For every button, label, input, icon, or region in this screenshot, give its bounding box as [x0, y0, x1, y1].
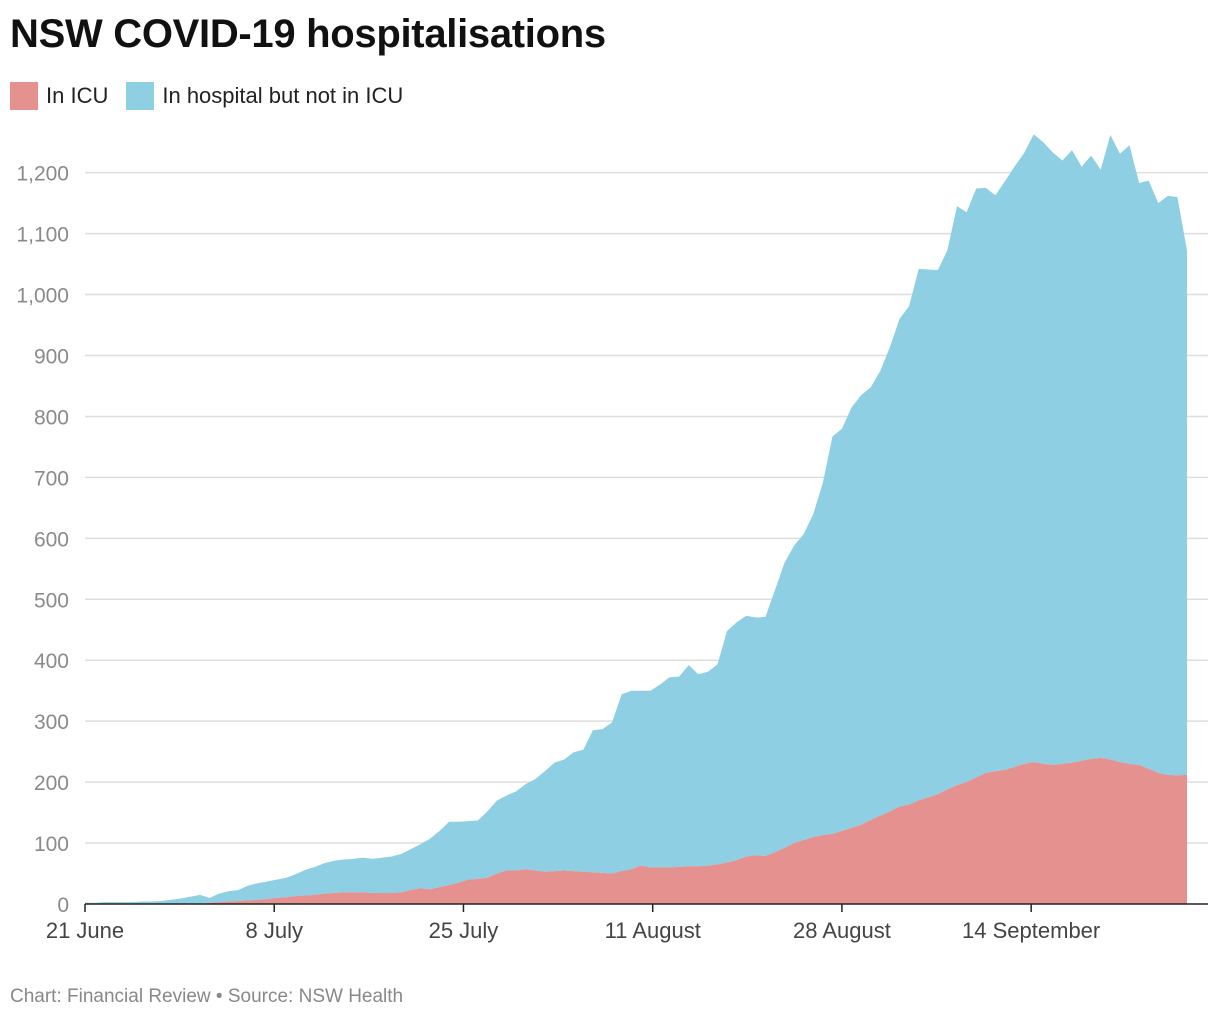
y-tick-label-200: 200: [34, 772, 69, 795]
x-tick-label-5: 14 September: [962, 918, 1100, 943]
y-tick-label-700: 700: [34, 467, 69, 490]
x-tick-label-0: 21 June: [46, 918, 124, 943]
y-tick-label-600: 600: [34, 528, 69, 551]
area-series-hospital: [85, 134, 1187, 904]
y-tick-label-1100: 1,100: [16, 224, 69, 247]
y-tick-label-800: 800: [34, 406, 69, 429]
legend-item-hospital: In hospital but not in ICU: [126, 82, 403, 110]
legend-swatch-hospital: [126, 82, 155, 110]
x-tick-label-3: 11 August: [605, 918, 701, 943]
chart-footer: Chart: Financial Review • Source: NSW He…: [10, 986, 404, 1007]
chart-title: NSW COVID-19 hospitalisations: [10, 12, 606, 56]
x-tick-label-2: 25 July: [429, 918, 499, 943]
area-series-icu: [85, 757, 1187, 904]
x-tick-label-1: 8 July: [245, 918, 302, 943]
y-tick-label-500: 500: [34, 589, 69, 612]
chart-plot: 0 100 200 300 400 500 600 700 800 900 1,000 1,100 1,…: [16, 134, 1208, 943]
x-tick-label-4: 28 August: [793, 918, 891, 943]
y-tick-label-1200: 1,200: [16, 163, 69, 186]
y-tick-label-300: 300: [34, 711, 69, 734]
y-tick-label-400: 400: [34, 650, 69, 673]
y-tick-label-0: 0: [57, 894, 69, 917]
y-tick-label-900: 900: [34, 345, 69, 368]
legend-item-icu: In ICU: [10, 82, 108, 110]
legend-swatch-icu: [10, 82, 38, 110]
chart-legend: In ICU In hospital but not in ICU: [10, 82, 421, 110]
y-tick-label-1000: 1,000: [16, 285, 69, 308]
legend-label-hospital: In hospital but not in ICU: [162, 83, 404, 108]
y-tick-label-100: 100: [34, 833, 69, 856]
legend-label-icu: In ICU: [46, 83, 109, 108]
